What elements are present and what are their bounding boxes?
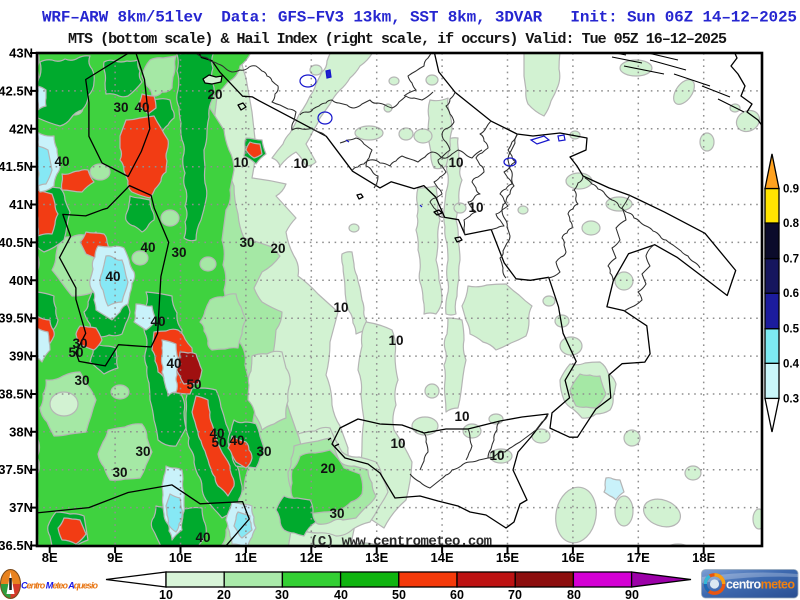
svg-text:20: 20 bbox=[270, 241, 285, 256]
svg-text:14E: 14E bbox=[431, 550, 454, 565]
svg-text:40: 40 bbox=[209, 426, 224, 441]
svg-text:0.8: 0.8 bbox=[783, 218, 800, 230]
svg-text:(C) www.centrometeo.com: (C) www.centrometeo.com bbox=[310, 534, 492, 550]
svg-text:30: 30 bbox=[113, 100, 128, 115]
svg-text:40: 40 bbox=[195, 530, 210, 545]
svg-text:30: 30 bbox=[256, 444, 271, 459]
svg-text:13E: 13E bbox=[365, 550, 388, 565]
svg-text:36.5N: 36.5N bbox=[0, 538, 33, 553]
svg-text:39.5N: 39.5N bbox=[0, 311, 33, 326]
svg-text:15E: 15E bbox=[496, 550, 519, 565]
svg-text:30: 30 bbox=[74, 373, 89, 388]
svg-text:37.5N: 37.5N bbox=[0, 462, 33, 477]
svg-text:40: 40 bbox=[166, 356, 181, 371]
svg-text:40: 40 bbox=[229, 433, 244, 448]
svg-text:50: 50 bbox=[392, 588, 406, 600]
svg-text:40: 40 bbox=[105, 269, 120, 284]
svg-text:40N: 40N bbox=[9, 273, 33, 288]
svg-text:40: 40 bbox=[150, 314, 165, 329]
svg-text:10: 10 bbox=[159, 588, 173, 600]
svg-text:10: 10 bbox=[468, 200, 483, 215]
svg-text:9E: 9E bbox=[107, 550, 123, 565]
svg-text:43N: 43N bbox=[9, 46, 33, 61]
svg-text:10: 10 bbox=[333, 300, 348, 315]
svg-text:0.7: 0.7 bbox=[783, 254, 799, 266]
svg-text:30: 30 bbox=[72, 336, 87, 351]
svg-text:40: 40 bbox=[134, 100, 149, 115]
svg-text:60: 60 bbox=[450, 588, 464, 600]
svg-text:0.5: 0.5 bbox=[783, 324, 800, 336]
svg-text:10: 10 bbox=[390, 436, 405, 451]
svg-text:0.6: 0.6 bbox=[783, 288, 799, 300]
svg-text:10E: 10E bbox=[169, 550, 192, 565]
svg-text:39N: 39N bbox=[9, 349, 33, 364]
svg-text:38.5N: 38.5N bbox=[0, 387, 33, 402]
svg-text:40.5N: 40.5N bbox=[0, 235, 33, 250]
svg-text:40: 40 bbox=[54, 154, 69, 169]
svg-text:40: 40 bbox=[334, 588, 348, 600]
svg-text:30: 30 bbox=[239, 235, 254, 250]
svg-text:18E: 18E bbox=[692, 550, 715, 565]
svg-text:42N: 42N bbox=[9, 121, 33, 136]
svg-text:50: 50 bbox=[68, 345, 83, 360]
svg-text:50: 50 bbox=[186, 377, 201, 392]
svg-text:10: 10 bbox=[388, 333, 403, 348]
svg-text:17E: 17E bbox=[627, 550, 650, 565]
svg-text:MTS (bottom scale) & Hail Inde: MTS (bottom scale) & Hail Index (right s… bbox=[68, 31, 727, 48]
svg-text:10: 10 bbox=[489, 448, 504, 463]
svg-text:10: 10 bbox=[233, 155, 248, 170]
svg-text:50: 50 bbox=[211, 435, 226, 450]
svg-text:10: 10 bbox=[454, 409, 469, 424]
svg-text:30: 30 bbox=[329, 506, 344, 521]
svg-text:30: 30 bbox=[171, 245, 186, 260]
svg-text:Centro Meteo Aquesio: Centro Meteo Aquesio bbox=[21, 581, 99, 591]
svg-text:38N: 38N bbox=[9, 424, 33, 439]
svg-text:41.5N: 41.5N bbox=[0, 159, 33, 174]
svg-text:30: 30 bbox=[275, 588, 289, 600]
svg-text:20: 20 bbox=[320, 461, 335, 476]
svg-text:16E: 16E bbox=[561, 550, 584, 565]
svg-text:10: 10 bbox=[448, 155, 463, 170]
svg-text:90: 90 bbox=[625, 588, 639, 600]
svg-text:12E: 12E bbox=[300, 550, 323, 565]
svg-text:40: 40 bbox=[140, 240, 155, 255]
svg-text:42.5N: 42.5N bbox=[0, 83, 33, 98]
svg-text:0.9: 0.9 bbox=[783, 184, 799, 196]
svg-text:WRF–ARW 8km/51lev Data: GFS–F: WRF–ARW 8km/51lev Data: GFS–FV3 13km, SS… bbox=[42, 9, 797, 27]
svg-text:0.4: 0.4 bbox=[783, 358, 800, 370]
svg-text:0.3: 0.3 bbox=[783, 393, 799, 405]
svg-text:30: 30 bbox=[135, 444, 150, 459]
svg-text:20: 20 bbox=[207, 87, 222, 102]
svg-text:20: 20 bbox=[217, 588, 231, 600]
svg-text:11E: 11E bbox=[235, 550, 258, 565]
svg-text:centrometeo: centrometeo bbox=[726, 578, 795, 592]
svg-text:41N: 41N bbox=[9, 197, 33, 212]
svg-text:80: 80 bbox=[567, 588, 581, 600]
svg-text:8E: 8E bbox=[42, 550, 58, 565]
svg-text:37N: 37N bbox=[9, 500, 33, 515]
svg-text:70: 70 bbox=[508, 588, 522, 600]
svg-text:10: 10 bbox=[293, 156, 308, 171]
svg-text:30: 30 bbox=[112, 465, 127, 480]
